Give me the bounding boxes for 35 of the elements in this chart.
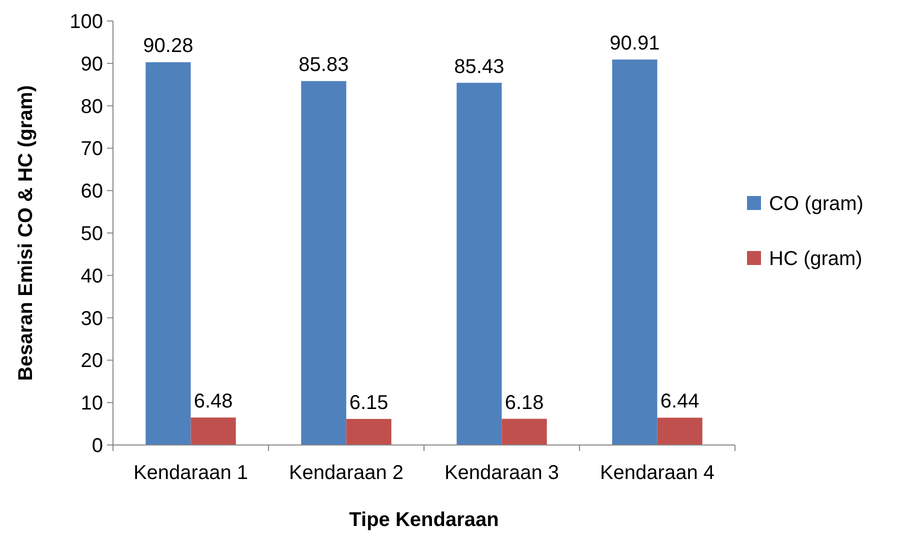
y-tick-label: 70 (80, 138, 103, 160)
data-label: 85.43 (454, 56, 504, 78)
bar (190, 418, 236, 445)
y-tick-label: 30 (80, 308, 103, 330)
y-tick-label: 100 (70, 11, 103, 33)
y-tick-label: 0 (92, 435, 103, 457)
data-label: 90.28 (143, 35, 194, 58)
data-label: 6.15 (349, 392, 388, 414)
legend-label: HC (gram) (769, 248, 862, 270)
bar (301, 81, 346, 445)
bar (146, 62, 191, 445)
data-label: 6.44 (660, 390, 700, 413)
y-tick-label: 60 (80, 180, 103, 203)
legend-label: CO (gram) (769, 193, 864, 215)
bar (456, 82, 502, 445)
data-label: 90.91 (610, 32, 660, 55)
bar (502, 418, 547, 445)
bar (612, 60, 658, 445)
x-tick-label: Kendaraan 2 (288, 462, 404, 484)
x-tick-label: Kendaraan 4 (600, 462, 715, 484)
y-tick-label: 40 (80, 265, 103, 288)
x-tick-label: Kendaraan 1 (133, 462, 248, 484)
y-tick-label: 90 (80, 53, 103, 76)
y-tick-label: 50 (80, 223, 103, 245)
data-label: 6.48 (194, 390, 233, 413)
x-axis-title: Tipe Kendaraan (349, 509, 499, 531)
data-label: 6.18 (504, 392, 544, 414)
y-axis-title: Besaran Emisi CO & HC (gram) (15, 85, 37, 381)
y-tick-label: 10 (80, 392, 103, 415)
bar (657, 418, 702, 445)
data-label: 85.83 (298, 54, 349, 76)
x-tick-label: Kendaraan 3 (444, 462, 560, 484)
y-tick-label: 80 (80, 96, 103, 118)
bar (346, 418, 392, 445)
y-tick-label: 20 (80, 350, 103, 372)
